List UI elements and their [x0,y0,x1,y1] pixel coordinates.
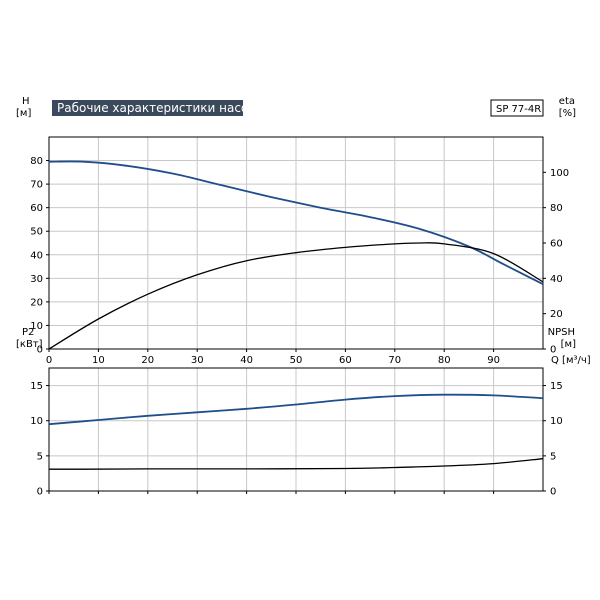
y-right-tick-label: 60 [550,239,563,250]
y-left-tick-label: 10 [30,416,43,427]
y-right-tick-label: 80 [550,203,563,214]
y-left-tick-label: 40 [30,250,43,261]
chart-title-box [52,100,243,116]
x-tick-label: 20 [141,355,154,366]
series-line-1 [48,458,544,470]
y-left-tick-label: 5 [37,451,43,462]
y-left-axis-label: H [22,96,30,107]
model-label: SP 77-4R [496,104,541,115]
y-left-tick-label: 15 [30,381,43,392]
x-tick-label: 80 [438,355,451,366]
y-right-axis-label: NPSH [548,327,575,338]
x-tick-label: 50 [290,355,303,366]
y-left-tick-label: 80 [30,156,43,167]
y-right-axis-label: eta [559,96,575,107]
y-right-tick-label: 0 [550,345,556,356]
y-right-tick-label: 15 [550,381,563,392]
series-line-1 [48,242,544,350]
y-left-axis-unit: [м] [16,108,31,119]
bottom-chart-power-npsh: 0 5 10 15 0 5 10 15 P2[кВт] NPSH[м] [16,327,576,498]
x-tick-label: 30 [191,355,204,366]
chart-title: Рабочие характеристики насоса [57,101,262,115]
x-tick-label: 90 [487,355,500,366]
x-tick-label: 70 [388,355,401,366]
y-right-tick-label: 40 [550,274,563,285]
y-right-tick-label: 10 [550,416,563,427]
top-chart-head-efficiency: 0 10 20 30 40 50 60 70 80 0 20 40 60 80 100 0 10 20 30 40 50… [16,96,591,366]
x-axis-label: Q [м³/ч] [551,355,591,366]
y-right-tick-label: 5 [550,451,556,462]
y-left-tick-label: 50 [30,227,43,238]
y-right-tick-label: 20 [550,309,563,320]
y-right-tick-label: 0 [550,487,556,498]
x-tick-label: 40 [240,355,253,366]
x-tick-label: 0 [46,355,52,366]
y-left-axis-unit: [кВт] [16,339,43,350]
y-right-tick-label: 100 [550,168,569,179]
x-tick-label: 60 [339,355,352,366]
y-left-tick-label: 30 [30,274,43,285]
y-right-axis-unit: [%] [559,108,576,119]
x-tick-label: 10 [92,355,105,366]
model-box [490,99,544,117]
y-left-tick-label: 70 [30,180,43,191]
y-left-tick-label: 20 [30,297,43,308]
y-left-tick-label: 0 [37,345,43,356]
series-line-0 [48,393,544,426]
y-left-axis-label: P2 [22,327,34,338]
y-right-axis-unit: [м] [561,339,576,350]
y-left-tick-label: 10 [30,321,43,332]
y-left-tick-label: 0 [37,487,43,498]
y-left-tick-label: 60 [30,203,43,214]
